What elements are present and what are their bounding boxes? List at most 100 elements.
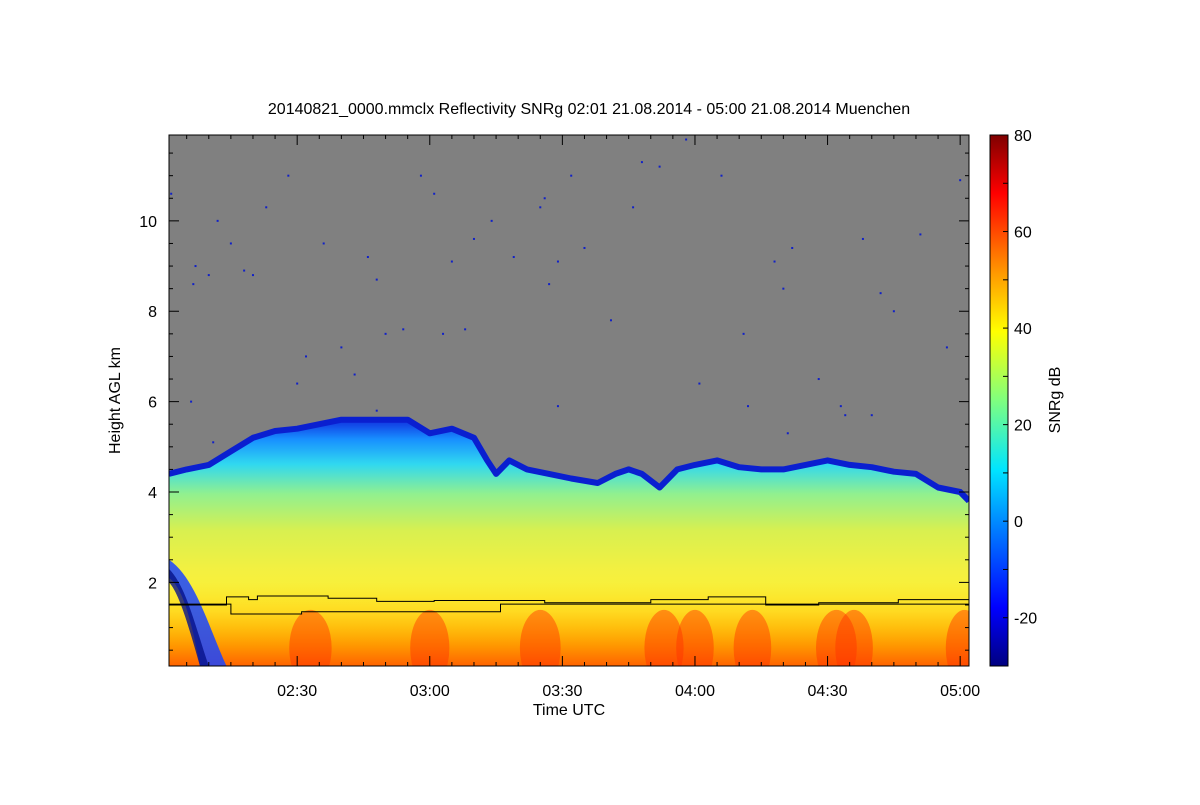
echo-spot-1 [289,609,332,666]
x-tick-label: 05:00 [940,683,980,700]
speckle-50 [945,346,948,349]
x-tick-label: 03:30 [542,683,582,700]
speckle-37 [658,165,661,168]
echo-spot-4 [644,609,684,666]
speckle-51 [959,179,962,182]
speckle-29 [543,197,546,200]
speckle-39 [720,174,723,177]
speckle-5 [216,219,219,222]
speckle-42 [782,287,785,290]
speckle-59 [839,405,842,408]
colorbar-title: SNRg dB [1047,367,1064,434]
speckle-47 [879,292,882,295]
echo-top-edge [169,416,969,504]
colorbar-tick-label: 20 [1014,418,1032,435]
colorbar: -20 0 20 40 60 80 SNRg dB [989,128,1064,667]
speckle-53 [212,441,215,444]
y-tick-label: 2 [148,575,157,592]
speckle-40 [742,332,745,335]
speckle-3 [192,283,195,286]
speckle-41 [773,260,776,263]
speckle-9 [265,206,268,209]
speckle-25 [472,237,475,240]
speckle-19 [402,328,405,331]
x-tick-label: 03:00 [410,683,450,700]
speckle-34 [609,319,612,322]
speckle-56 [698,382,701,385]
speckle-2 [194,265,197,268]
y-axis-title: Height AGL km [107,347,124,454]
speckle-18 [384,332,387,335]
x-axis: 02:30 03:00 03:30 04:00 04:30 05:00 [186,135,980,700]
speckle-13 [322,242,325,245]
speckle-22 [442,332,445,335]
speckle-36 [640,161,643,164]
speckle-4 [207,274,210,277]
plot-area: 02:30 03:00 03:30 04:00 04:30 05:00 2 4 6 8 10 Ti… [107,134,980,719]
echo-spot-6 [733,609,772,666]
echo-spot-7 [816,609,857,666]
plot-frame [168,134,970,667]
speckle-58 [786,432,789,435]
speckle-38 [685,138,688,141]
upper-boundary-line [169,595,969,606]
speckle-6 [229,242,232,245]
speckle-11 [296,382,299,385]
colorbar-scale [989,134,1009,667]
speckle-12 [305,355,308,358]
speckle-27 [512,256,515,259]
colorbar-tick-label: 60 [1014,225,1032,242]
speckle-35 [632,206,635,209]
x-tick-label: 02:30 [277,683,317,700]
colorbar-ticks: -20 0 20 40 60 80 [1003,128,1037,628]
speckle-14 [340,346,343,349]
echo-spot-3 [519,609,561,666]
speckle-33 [583,246,586,249]
speckle-44 [817,378,820,381]
x-axis-title: Time UTC [533,702,605,719]
lower-boundary-line [169,603,969,615]
x-tick-label: 04:30 [808,683,848,700]
y-tick-label: 6 [148,395,157,412]
speckle-49 [919,233,922,236]
speckle-52 [190,400,193,403]
speckle-54 [375,409,378,412]
speckle-43 [791,246,794,249]
speckle-28 [539,206,542,209]
colorbar-tick-label: 40 [1014,321,1032,338]
y-tick-label: 10 [139,214,157,231]
strong-echo-spots [289,609,969,666]
colorbar-tick-label: 80 [1014,128,1032,145]
colorbar-tick-label: -20 [1014,611,1037,628]
speckle-20 [419,174,422,177]
speckle-17 [375,278,378,281]
x-tick-label: 04:00 [675,683,715,700]
y-tick-label: 8 [148,304,157,321]
speckle-16 [366,256,369,259]
speckle-8 [251,274,254,277]
y-tick-label: 4 [148,485,157,502]
colorbar-tick-label: 0 [1014,514,1023,531]
speckle-15 [353,373,356,376]
fallstreak-left [169,559,227,666]
echo-spot-2 [410,609,450,666]
speckle-32 [570,174,573,177]
speckle-46 [861,237,864,240]
echo-spot-9 [945,609,969,666]
speckle-57 [747,405,750,408]
speckle-45 [844,414,847,417]
speckle-7 [243,269,246,272]
speckle-48 [892,310,895,313]
speckle-30 [548,283,551,286]
speckle-21 [433,192,436,195]
fallstreak-shape [169,559,227,666]
speckle-10 [287,174,290,177]
speckle-23 [450,260,453,263]
noise-speckles [170,138,962,444]
speckle-31 [556,260,559,263]
speckle-55 [556,405,559,408]
echo-spot-8 [835,609,873,666]
y-axis: 2 4 6 8 10 [139,152,969,651]
